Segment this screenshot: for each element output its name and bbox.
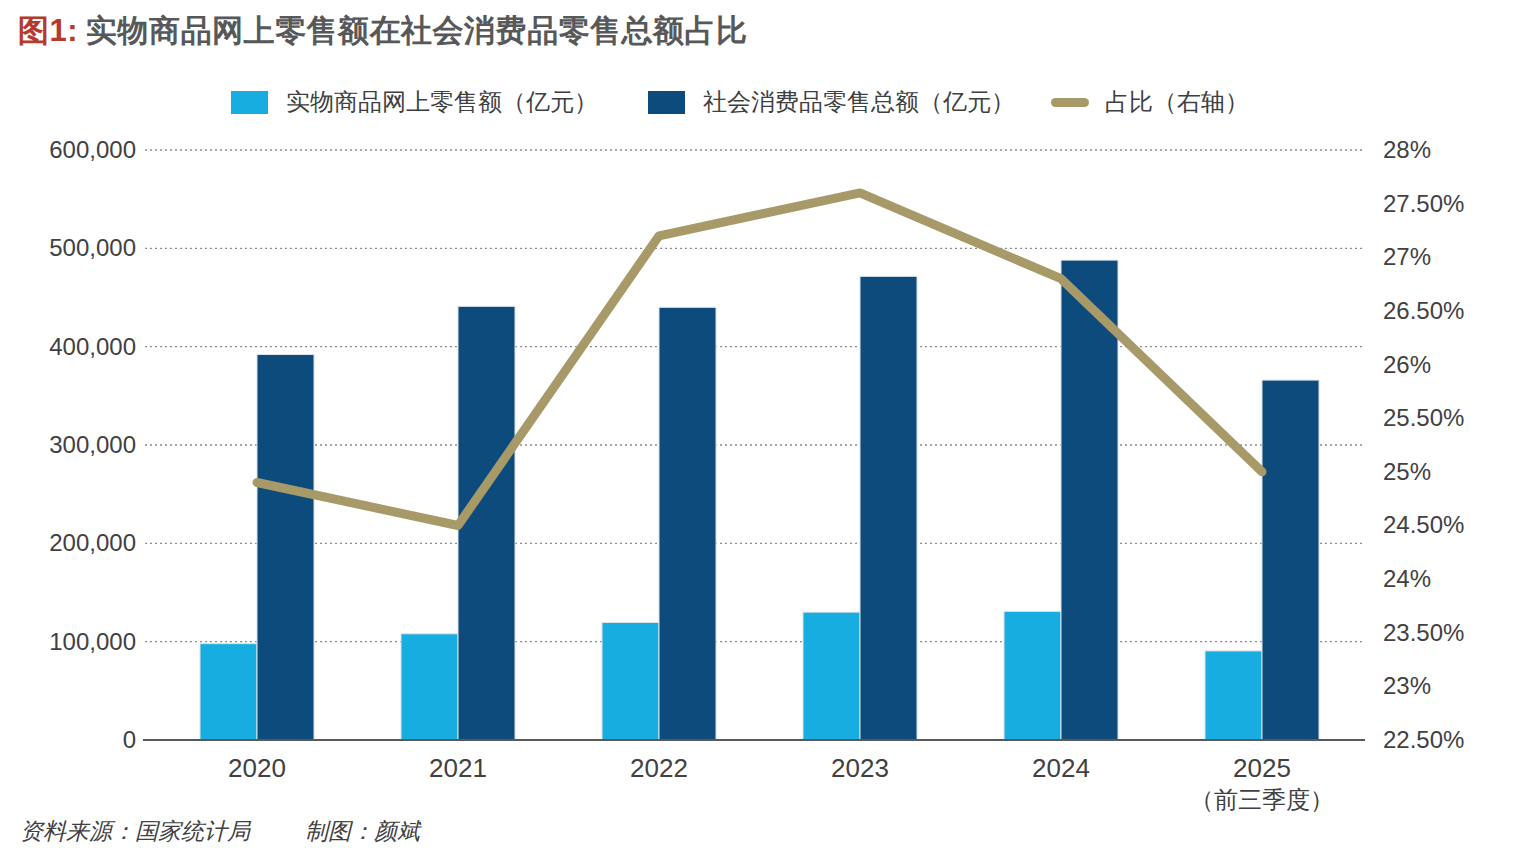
bar-online-retail-2023: [803, 612, 860, 740]
data-source-note: 资料来源：国家统计局: [20, 816, 250, 847]
bar-total-retail-2020: [257, 355, 314, 740]
x-axis-label-2024: 2024: [1032, 753, 1090, 783]
right-axis-tick-label: 27%: [1383, 243, 1431, 270]
chart-credit-note: 制图：颜斌: [305, 816, 420, 847]
bar-online-retail-2020: [200, 644, 257, 740]
bar-total-retail-2023: [860, 276, 917, 740]
right-axis-tick-label: 22.50%: [1383, 726, 1464, 753]
left-axis-tick-label: 300,000: [49, 431, 136, 458]
x-axis-label-2023: 2023: [831, 753, 889, 783]
bar-online-retail-2025: [1205, 651, 1262, 740]
chart-area: 600,000 500,000 400,000 300,000 200,000 100,0…: [0, 0, 1513, 858]
left-axis-tick-label: 100,000: [49, 628, 136, 655]
bar-online-retail-2021: [401, 634, 458, 740]
bar-total-retail-2021: [458, 306, 515, 740]
combo-chart-canvas: 600,000 500,000 400,000 300,000 200,000 100,0…: [0, 0, 1513, 858]
x-axis-label-2025: 2025: [1233, 753, 1291, 783]
bar-total-retail-2025: [1262, 380, 1319, 740]
left-axis-tick-label: 400,000: [49, 333, 136, 360]
right-axis-tick-label: 26%: [1383, 351, 1431, 378]
left-axis-tick-label: 200,000: [49, 529, 136, 556]
bar-total-retail-2024: [1061, 260, 1118, 740]
x-axis-label-2022: 2022: [630, 753, 688, 783]
right-axis-tick-label: 24%: [1383, 565, 1431, 592]
left-axis-tick-label: 500,000: [49, 234, 136, 261]
right-axis-tick-label: 27.50%: [1383, 190, 1464, 217]
bar-total-retail-2022: [659, 307, 716, 740]
left-axis-tick-label: 0: [123, 726, 136, 753]
x-axis-label-2021: 2021: [429, 753, 487, 783]
right-axis-tick-label: 24.50%: [1383, 511, 1464, 538]
right-axis-tick-label: 28%: [1383, 136, 1431, 163]
right-axis-tick-label: 25%: [1383, 458, 1431, 485]
left-axis-tick-label: 600,000: [49, 136, 136, 163]
right-axis-tick-label: 26.50%: [1383, 297, 1464, 324]
bar-online-retail-2022: [602, 622, 659, 740]
x-axis-sublabel-2025: （前三季度）: [1190, 786, 1334, 813]
right-axis-tick-label: 23.50%: [1383, 619, 1464, 646]
figure-container: 图1:实物商品网上零售额在社会消费品零售总额占比 实物商品网上零售额（亿元） 社…: [0, 0, 1513, 858]
right-axis-tick-label: 25.50%: [1383, 404, 1464, 431]
x-axis-label-2020: 2020: [228, 753, 286, 783]
right-axis-tick-label: 23%: [1383, 672, 1431, 699]
bar-online-retail-2024: [1004, 611, 1061, 740]
